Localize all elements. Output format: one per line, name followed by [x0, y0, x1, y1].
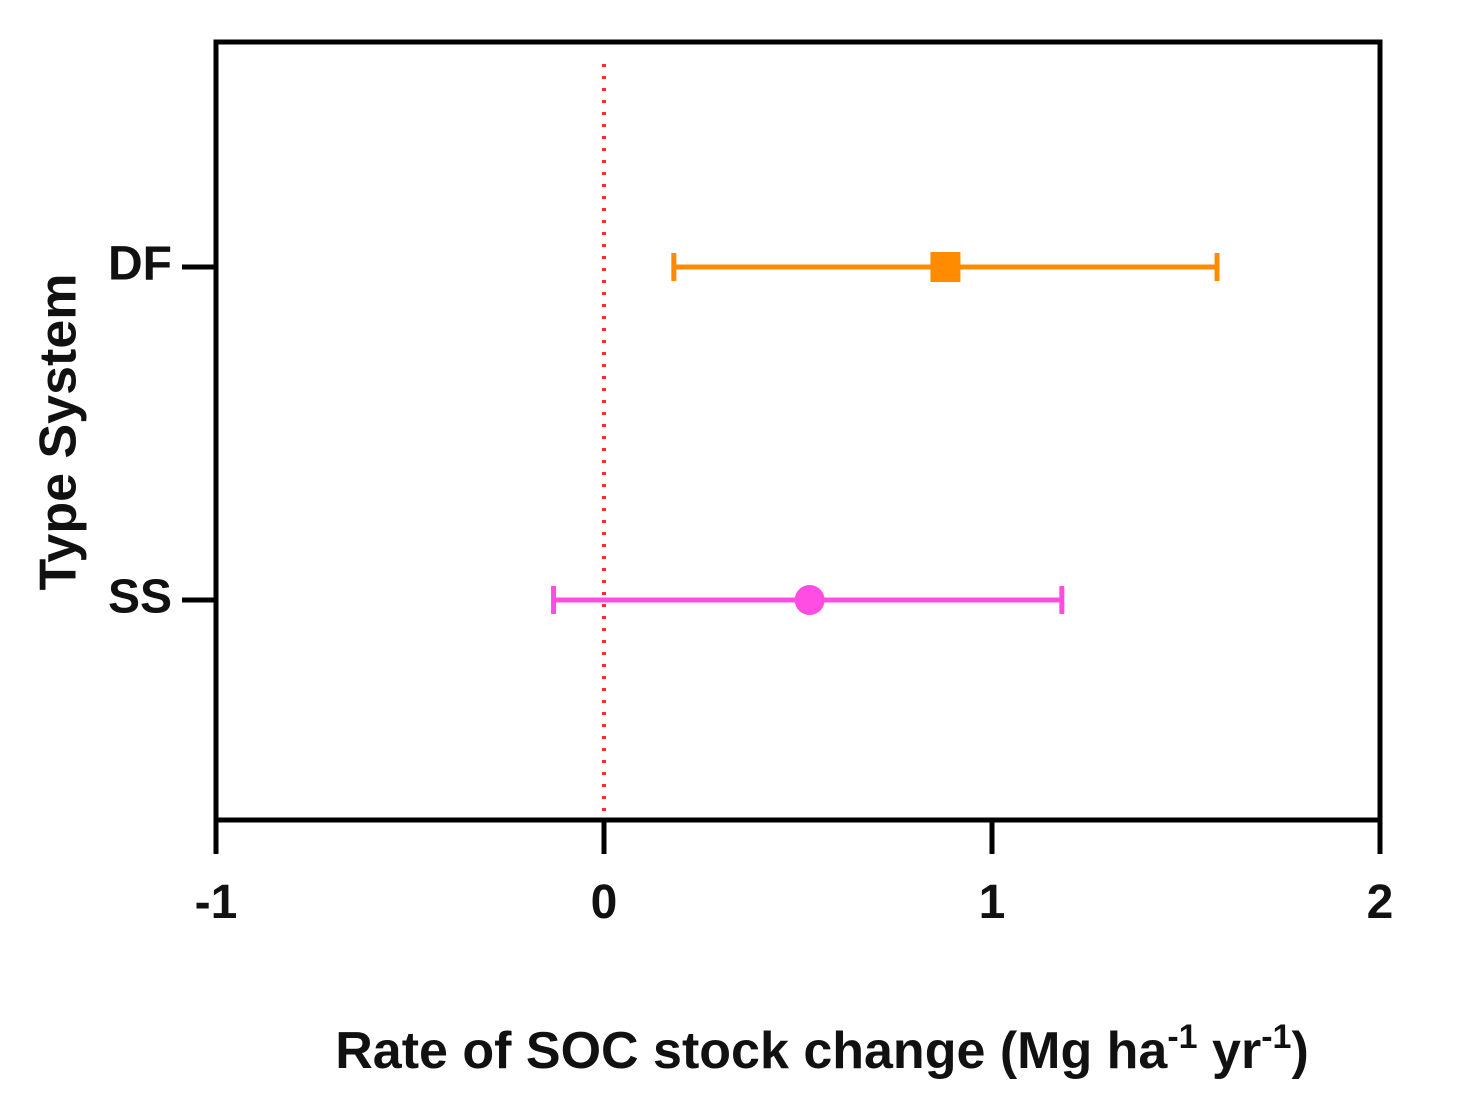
- y-tick-label: SS: [108, 571, 172, 624]
- x-axis-ticks: -1 0 1 2: [195, 820, 1394, 929]
- plot-frame: [213, 39, 1383, 823]
- x-axis-title-sup2: -1: [1261, 1018, 1291, 1056]
- x-tick-label: 2: [1367, 876, 1394, 929]
- x-axis-title-main: Rate of SOC stock change (Mg ha: [335, 1022, 1168, 1080]
- mean-marker-square: [930, 252, 961, 282]
- x-axis-title-sup1: -1: [1167, 1018, 1197, 1056]
- x-tick-label: -1: [195, 876, 238, 929]
- x-tick-label: 1: [979, 876, 1006, 929]
- y-axis-title: Type System: [30, 274, 88, 591]
- y-tick-label: DF: [108, 238, 172, 291]
- x-axis-title-mid: yr: [1198, 1022, 1262, 1080]
- mean-marker-circle: [794, 585, 825, 615]
- data-marks: [551, 252, 1220, 615]
- x-tick-label: 0: [591, 876, 618, 929]
- x-axis-title-end: ): [1291, 1022, 1308, 1080]
- y-axis-ticks: DF SS: [108, 238, 216, 624]
- x-axis-title: Rate of SOC stock change (Mg ha-1 yr-1): [335, 1018, 1309, 1080]
